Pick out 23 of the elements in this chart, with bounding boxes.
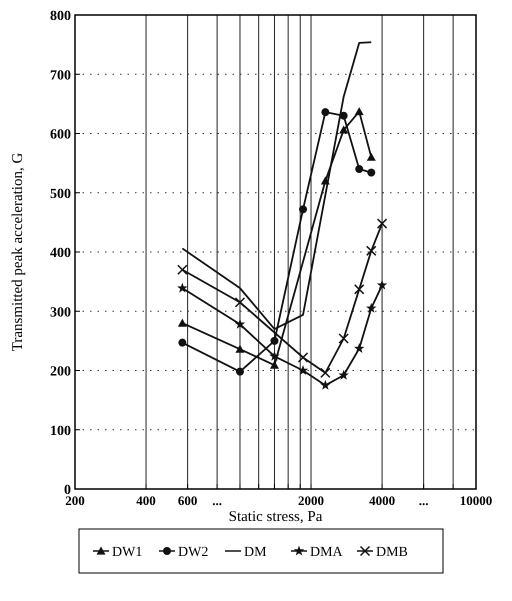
- y-tick-label: 200: [50, 364, 71, 380]
- y-axis-title: Transmitted peak acceleration, G: [10, 152, 26, 352]
- x-tick-label: 10000: [460, 493, 492, 508]
- legend-label: DW2: [178, 545, 208, 560]
- x-tick-label: ...: [212, 493, 222, 508]
- x-tick-label: 2000: [298, 493, 324, 508]
- x-tick-label: 4000: [369, 493, 396, 508]
- y-tick-label: 700: [50, 68, 71, 84]
- legend-label: DM: [244, 545, 268, 560]
- x-tick-label: ...: [418, 493, 429, 508]
- y-tick-label: 600: [50, 128, 71, 142]
- y-tick-label: 300: [50, 305, 71, 320]
- y-tick-label: 400: [50, 246, 71, 261]
- y-tick-label: 500: [50, 186, 71, 202]
- legend-label: DMB: [376, 545, 408, 560]
- y-tick-label: 100: [50, 424, 71, 439]
- legend-label: DMA: [310, 545, 344, 560]
- y-tick-label: 800: [50, 9, 71, 24]
- x-axis-title: Static stress, Pa: [228, 509, 323, 525]
- x-tick-label: 600: [178, 493, 198, 508]
- legend-label: DW1: [112, 545, 142, 560]
- x-tick-label: 200: [65, 493, 85, 508]
- x-tick-label: 400: [136, 493, 156, 508]
